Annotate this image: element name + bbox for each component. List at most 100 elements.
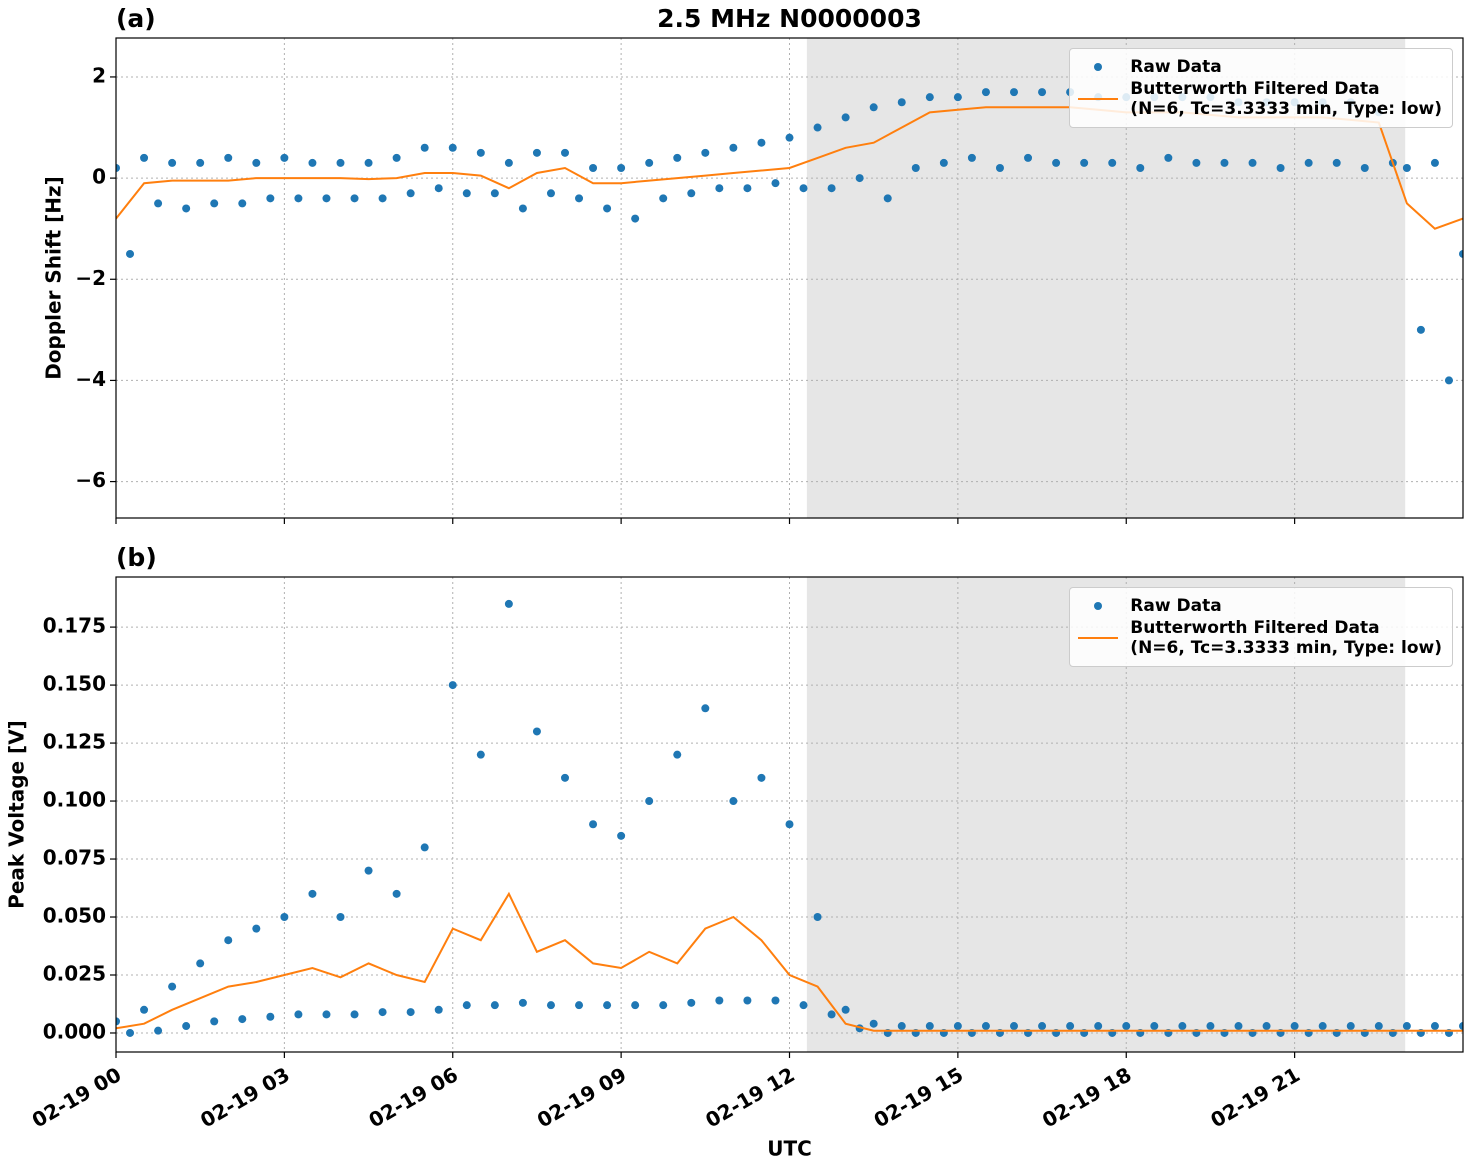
raw-point (308, 158, 317, 167)
raw-point (589, 163, 598, 172)
y-tick-label: 0.025 (43, 961, 106, 985)
raw-point (967, 153, 976, 162)
raw-point (1346, 1022, 1355, 1031)
raw-point (350, 194, 359, 203)
raw-point (1010, 88, 1018, 97)
x-tick-label: 02-19 00 (28, 1062, 126, 1132)
raw-point (673, 153, 682, 162)
raw-point (168, 158, 177, 167)
raw-point (757, 138, 766, 147)
panel-label: (a) (116, 4, 156, 33)
raw-point (532, 148, 541, 157)
legend-label: Butterworth Filtered Data (N=6, Tc=3.333… (1130, 79, 1442, 119)
raw-point (322, 194, 331, 203)
raw-point (1038, 88, 1047, 97)
raw-point (1459, 249, 1463, 258)
raw-point (266, 1012, 275, 1021)
raw-point (1010, 1022, 1018, 1031)
legend-label: Raw Data (1130, 57, 1222, 77)
x-tick-label: 02-19 06 (364, 1062, 462, 1132)
raw-point (617, 163, 626, 172)
raw-point (266, 194, 275, 203)
raw-point (280, 153, 289, 162)
raw-point (1402, 163, 1411, 172)
raw-point (645, 158, 654, 167)
raw-point (406, 189, 415, 198)
raw-point (1220, 158, 1229, 167)
raw-point (546, 189, 555, 198)
raw-point (1052, 158, 1061, 167)
raw-point (238, 1015, 247, 1024)
raw-point (897, 98, 906, 107)
legend-marker (1094, 63, 1103, 71)
raw-point (378, 194, 387, 203)
raw-point (813, 913, 822, 922)
raw-point (308, 889, 317, 898)
raw-point (939, 158, 948, 167)
raw-point (897, 1022, 906, 1031)
raw-point (589, 820, 598, 829)
y-tick-label: −2 (75, 266, 106, 290)
raw-point (546, 1001, 555, 1010)
raw-point (1304, 158, 1313, 167)
raw-point (252, 924, 261, 933)
raw-point (1262, 1022, 1271, 1031)
raw-point (925, 93, 934, 102)
raw-point (224, 153, 233, 162)
raw-point (378, 1008, 387, 1017)
raw-point (603, 1001, 612, 1010)
raw-point (883, 194, 892, 203)
raw-point (771, 179, 780, 188)
raw-point (434, 184, 443, 193)
y-tick-label: 2 (92, 63, 106, 87)
raw-point (911, 163, 920, 172)
raw-point (518, 998, 527, 1007)
raw-point (673, 750, 682, 759)
raw-point (785, 133, 794, 142)
raw-point (1164, 153, 1173, 162)
raw-point (981, 1022, 990, 1031)
raw-point (448, 681, 457, 690)
raw-point (953, 1022, 962, 1031)
raw-point (434, 1005, 443, 1014)
y-tick-label: 0.125 (43, 730, 106, 754)
raw-point (1024, 153, 1033, 162)
raw-point (575, 1001, 584, 1010)
axes-frame (115, 576, 1464, 1053)
legend-label: Butterworth Filtered Data (N=6, Tc=3.333… (1130, 618, 1442, 658)
raw-point (771, 996, 780, 1005)
y-tick-label: 0 (92, 165, 106, 189)
raw-point (869, 1019, 878, 1028)
raw-point (925, 1022, 934, 1031)
raw-point (603, 204, 612, 213)
raw-point (1248, 158, 1257, 167)
raw-point (504, 599, 513, 608)
raw-point (827, 184, 836, 193)
x-tick-label: 02-19 09 (533, 1062, 631, 1132)
legend: Raw Data Butterworth Filtered Data (N=6, … (1069, 48, 1453, 128)
legend-marker (1094, 602, 1103, 610)
raw-point (645, 797, 654, 806)
legend-swatch (1094, 602, 1103, 610)
raw-point (154, 1026, 163, 1035)
legend-entry: Raw Data (1078, 596, 1442, 616)
legend-swatch (1094, 63, 1103, 71)
raw-point (182, 204, 191, 213)
raw-point (140, 1005, 149, 1014)
y-axis-label: Doppler Shift [Hz] (42, 176, 66, 380)
raw-point (1290, 1022, 1299, 1031)
legend-entry: Butterworth Filtered Data (N=6, Tc=3.333… (1078, 79, 1442, 119)
raw-point (420, 843, 429, 852)
raw-point (1360, 163, 1369, 172)
raw-point (420, 143, 429, 152)
raw-point (490, 189, 499, 198)
raw-point (785, 820, 794, 829)
raw-point (126, 1028, 135, 1037)
raw-point (1444, 376, 1453, 385)
raw-point (1206, 1022, 1215, 1031)
panel-label: (b) (116, 543, 157, 572)
raw-point (855, 174, 864, 183)
legend: Raw Data Butterworth Filtered Data (N=6, … (1069, 587, 1453, 667)
